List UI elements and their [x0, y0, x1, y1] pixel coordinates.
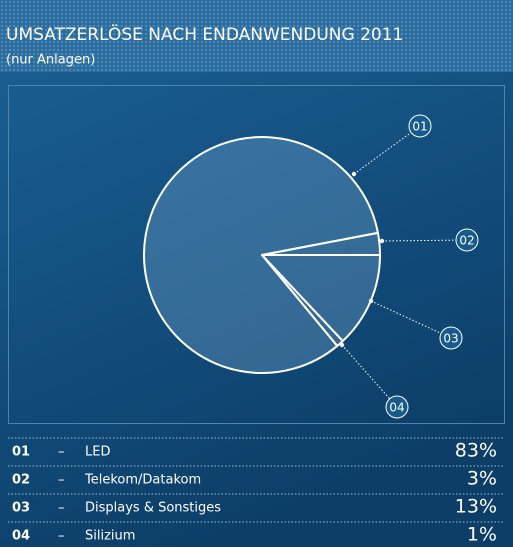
leader-line: [370, 300, 452, 339]
leader-dot: [351, 171, 357, 177]
callout-circle: [408, 114, 432, 138]
legend-value: 13%: [455, 496, 497, 518]
callout-label: 02: [459, 234, 474, 248]
legend-code: 01: [12, 445, 30, 460]
callout-circle: [385, 395, 409, 419]
pie-slice: [143, 136, 379, 374]
legend-value: 83%: [455, 440, 497, 462]
legend-name: LED: [85, 445, 110, 460]
leader-dot: [368, 298, 374, 304]
legend-separator: –: [58, 529, 65, 544]
legend-value: 3%: [467, 468, 497, 490]
callout-circle: [439, 326, 463, 350]
legend-separator: –: [58, 473, 65, 488]
legend-separator: –: [58, 501, 65, 516]
callout-label: 04: [389, 401, 404, 415]
legend-separator: –: [58, 445, 65, 460]
leader-line: [381, 239, 468, 242]
legend-name: Telekom/Datakom: [84, 473, 201, 488]
callout-circle: [455, 228, 479, 252]
leader-dot: [379, 238, 385, 244]
leader-dot: [339, 342, 345, 348]
callout-label: 03: [443, 332, 458, 346]
callout-label: 01: [412, 120, 427, 134]
legend-value: 1%: [467, 524, 497, 546]
pie-slice: [261, 254, 344, 347]
legend-code: 04: [12, 529, 30, 544]
legend-name: Displays & Sonstiges: [85, 501, 221, 516]
legend-code: 03: [12, 501, 30, 516]
legend-code: 02: [12, 473, 30, 488]
frame: [8, 85, 505, 424]
chart-subtitle: (nur Anlagen): [6, 53, 95, 68]
legend-name: Silizium: [85, 529, 135, 544]
chart-title: UMSATZERLÖSE NACH ENDANWENDUNG 2011: [6, 23, 403, 45]
header: [0, 0, 513, 72]
